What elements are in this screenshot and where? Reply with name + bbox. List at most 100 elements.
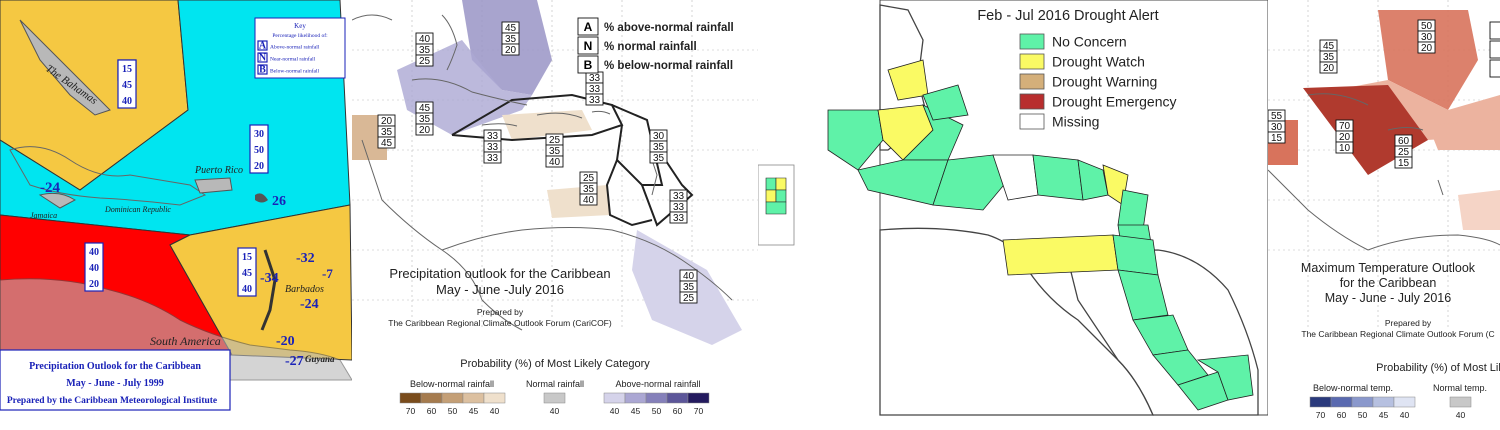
precip-outlook-1999-map: Key Percentage likelihood of: A Above-no… — [0, 0, 352, 411]
probability-value: 35 — [683, 282, 695, 293]
map-title-line-2: May - June -July 2016 — [436, 282, 564, 297]
probability-value: 35 — [583, 184, 595, 195]
probability-value: 60 — [1398, 136, 1410, 147]
probability-value: 25 — [683, 293, 695, 304]
prepared-by-line-2: The Caribbean Regional Climate Outlook F… — [1301, 329, 1494, 339]
scale-tick-label: 45 — [631, 406, 641, 416]
category-legend: A % above-normal rainfall N % normal rai… — [577, 17, 734, 74]
zone-southeast-values: 15 45 40 — [237, 247, 257, 297]
probability-value: 33 — [589, 73, 601, 84]
scale-swatch — [441, 392, 464, 404]
probability-value: 30 — [653, 131, 665, 142]
drought-alert-map: Feb - Jul 2016 Drought Alert No Concern D… — [758, 0, 1268, 416]
key-n-label: Near-normal rainfall — [270, 56, 316, 63]
precip-outlook-1999-panel: Key Percentage likelihood of: A Above-no… — [0, 0, 352, 430]
key-a-code: A — [259, 41, 267, 52]
scale-swatch — [687, 392, 710, 404]
label-jamaica: Jamaica — [30, 211, 57, 220]
probability-scale-title: Probability (%) of Most Lik — [1376, 362, 1500, 374]
zone-east-values: 30 50 20 — [249, 124, 269, 174]
probability-value: 15 — [1398, 158, 1410, 169]
scale-tick-label: 60 — [427, 406, 437, 416]
probability-value: 35 — [653, 153, 665, 164]
scale-tick-label: 50 — [1358, 410, 1368, 420]
probability-value: 20 — [419, 125, 431, 136]
scale-swatch — [420, 392, 443, 404]
svg-text:15: 15 — [242, 252, 252, 263]
scale-swatch — [1372, 396, 1395, 408]
probability-value: 33 — [589, 95, 601, 106]
legend-swatch — [1019, 33, 1045, 50]
legend-label: No Concern — [1052, 34, 1127, 50]
probability-value: 45 — [505, 23, 517, 34]
key-b-code: B — [259, 65, 266, 76]
legend-swatch — [1019, 53, 1045, 70]
anomaly-number: 26 — [272, 194, 286, 209]
region-outline-south — [605, 159, 653, 227]
probability-color-scales: 70 60 50 45 40 40 40 45 50 60 70 — [399, 392, 710, 416]
key-n-code: N — [259, 53, 267, 64]
key-a-label: Above-normal rainfall — [270, 44, 320, 51]
legend-swatch — [1019, 93, 1045, 110]
anomaly-number: -34 — [260, 271, 279, 286]
probability-value: 35 — [505, 34, 517, 45]
key-title: Key — [294, 22, 306, 30]
legend-label: Drought Warning — [1052, 74, 1157, 90]
scale-tick-label: 50 — [652, 406, 662, 416]
scale-swatch — [645, 392, 668, 404]
legend-box-stub — [1489, 40, 1500, 59]
scale-label-normal: Normal temp. — [1433, 383, 1487, 393]
greater-antilles-shape — [9, 146, 207, 206]
precip-outlook-2016-panel: 40 35 25 45 35 20 20 35 45 45 35 20 33 33 33 33 33 33 25 35… — [352, 0, 758, 430]
probability-value: 33 — [673, 191, 685, 202]
probability-value: 40 — [549, 157, 561, 168]
region-outline-east — [611, 104, 664, 186]
scale-swatch — [603, 392, 626, 404]
probability-value: 35 — [381, 127, 393, 138]
probability-value: 40 — [683, 271, 695, 282]
key-a-box — [257, 40, 268, 51]
map-title-line-3: May - June - July 2016 — [1325, 291, 1451, 305]
scale-tick-label: 70 — [694, 406, 704, 416]
svg-text:40: 40 — [122, 96, 132, 107]
region-above-60 — [1428, 120, 1500, 150]
legend-a-code: A — [584, 20, 593, 34]
anomaly-number: -7 — [322, 266, 333, 281]
svg-text:20: 20 — [89, 279, 99, 290]
scale-tick-label: 70 — [406, 406, 416, 416]
scale-tick-label: 60 — [1337, 410, 1347, 420]
legend-label: Drought Watch — [1052, 54, 1145, 70]
label-dominican-republic: Dominican Republic — [104, 205, 171, 214]
probability-value: 33 — [589, 84, 601, 95]
svg-text:40: 40 — [89, 263, 99, 274]
probability-value: 20 — [505, 45, 517, 56]
probability-value: 35 — [419, 114, 431, 125]
probability-value: 35 — [419, 45, 431, 56]
zone-south-values: 40 40 20 — [84, 242, 104, 292]
drought-regions — [765, 59, 1254, 411]
legend-box-stub — [1489, 59, 1500, 78]
probability-value: 33 — [487, 131, 499, 142]
svg-text:30: 30 — [254, 129, 264, 140]
anomaly-number: -24 — [300, 297, 319, 312]
scale-swatch — [1309, 396, 1332, 408]
probability-value: 30 — [1421, 32, 1433, 43]
label-south-america: South America — [150, 334, 221, 348]
key-subtitle: Percentage likelihood of: — [272, 32, 328, 39]
legend-b-code: B — [584, 58, 593, 72]
probability-value: 10 — [1339, 143, 1351, 154]
probability-value: 70 — [1339, 121, 1351, 132]
zone-north-values: 15 45 40 — [117, 59, 137, 109]
coastline-paths — [1268, 93, 1500, 251]
key-box — [254, 17, 346, 79]
probability-value: 55 — [1271, 111, 1283, 122]
scale-tick-label: 40 — [550, 406, 560, 416]
temperature-outlook-panel: 45 35 20 50 30 20 55 30 15 70 20 10 60 25 15 Maximum T… — [1268, 0, 1500, 430]
svg-text:45: 45 — [242, 268, 252, 279]
bahamas-shape — [19, 19, 111, 116]
caption-line-3: Prepared by the Caribbean Meteorological… — [7, 396, 217, 406]
